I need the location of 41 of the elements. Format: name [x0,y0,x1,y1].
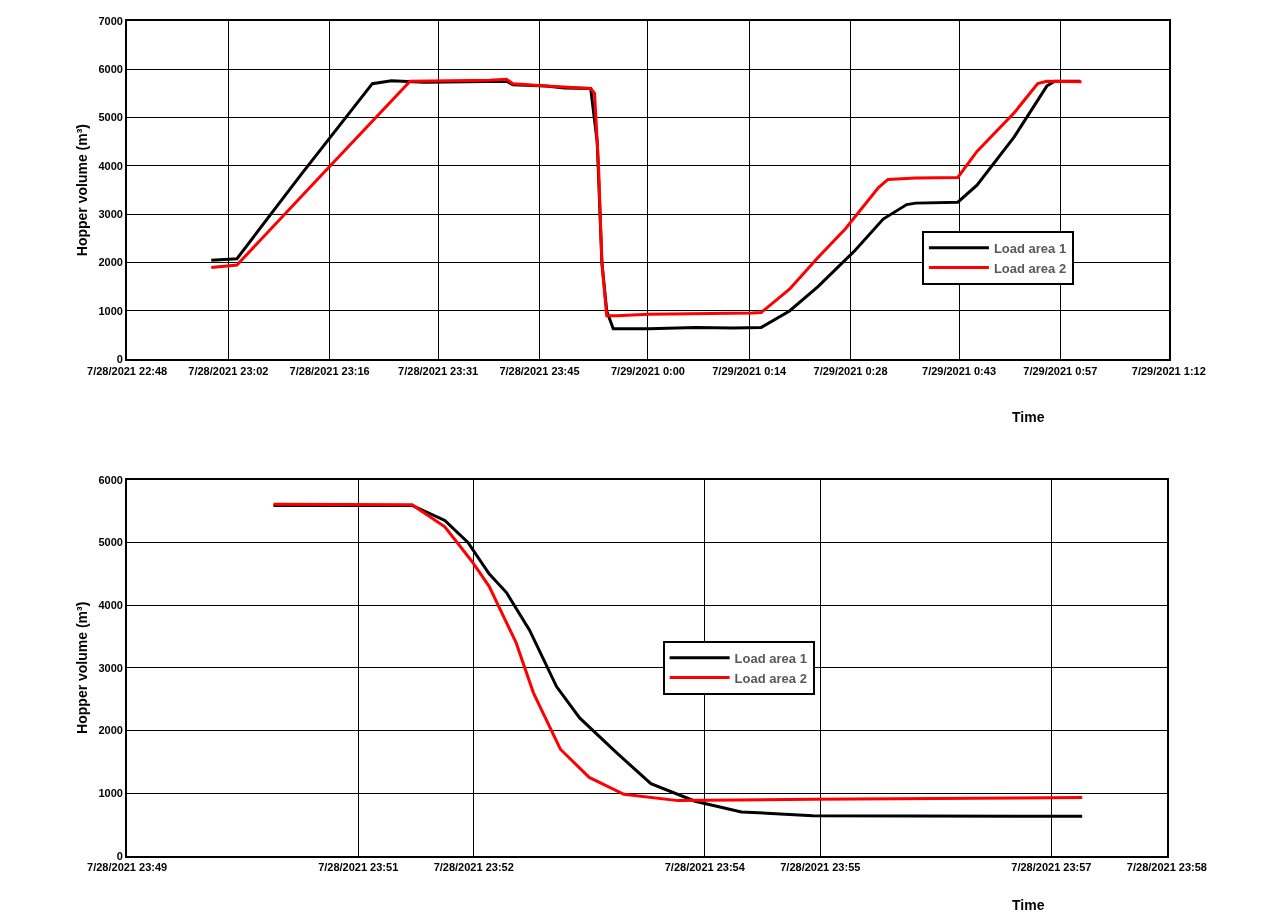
y-tick-label: 6000 [98,473,123,486]
x-axis-title: Time [1012,897,1045,913]
y-tick-label: 7000 [98,14,123,27]
y-tick-label: 1000 [98,304,123,317]
x-tick-label: 7/28/2021 23:16 [289,364,370,377]
x-tick-label: 7/29/2021 0:00 [610,364,685,377]
y-tick-label: 5000 [98,536,123,549]
x-tick-label: 7/29/2021 0:57 [1023,364,1098,377]
y-tick-label: 0 [116,353,123,366]
x-tick-label: 7/28/2021 23:55 [780,860,861,873]
y-tick-label: 2000 [98,724,123,737]
legend-label: Load area 1 [993,240,1067,256]
x-tick-label: 7/28/2021 23:02 [188,364,269,377]
x-tick-label: 7/29/2021 0:43 [922,364,997,377]
y-tick-label: 0 [116,849,123,862]
x-tick-label: 7/28/2021 23:58 [1126,860,1207,873]
legend-label: Load area 2 [734,670,807,686]
x-tick-label: 7/28/2021 23:31 [398,364,479,377]
legend-label: Load area 2 [993,260,1067,276]
x-tick-label: 7/29/2021 0:28 [813,364,888,377]
y-axis-title: Hopper volume (m³) [73,123,90,257]
y-tick-label: 3000 [98,661,123,674]
x-tick-label: 7/29/2021 0:14 [712,364,788,377]
x-tick-label: 7/28/2021 23:57 [1011,860,1092,873]
x-tick-label: 7/28/2021 23:54 [664,860,746,873]
x-tick-label: 7/28/2021 22:48 [87,364,168,377]
x-tick-label: 7/28/2021 23:49 [87,860,168,873]
x-tick-label: 7/28/2021 23:45 [499,364,580,377]
y-tick-label: 1000 [98,786,123,799]
legend-label: Load area 1 [734,650,807,666]
x-tick-label: 7/29/2021 1:12 [1131,364,1206,377]
x-axis-title: Time [1012,409,1045,425]
y-tick-label: 4000 [98,159,123,172]
y-tick-label: 4000 [98,598,123,611]
y-tick-label: 3000 [98,208,123,221]
x-tick-label: 7/28/2021 23:51 [318,860,399,873]
y-axis-title: Hopper volume (m³) [73,601,90,734]
x-tick-label: 7/28/2021 23:52 [433,860,514,873]
y-tick-label: 2000 [98,256,123,269]
y-tick-label: 6000 [98,63,123,76]
y-tick-label: 5000 [98,111,123,124]
